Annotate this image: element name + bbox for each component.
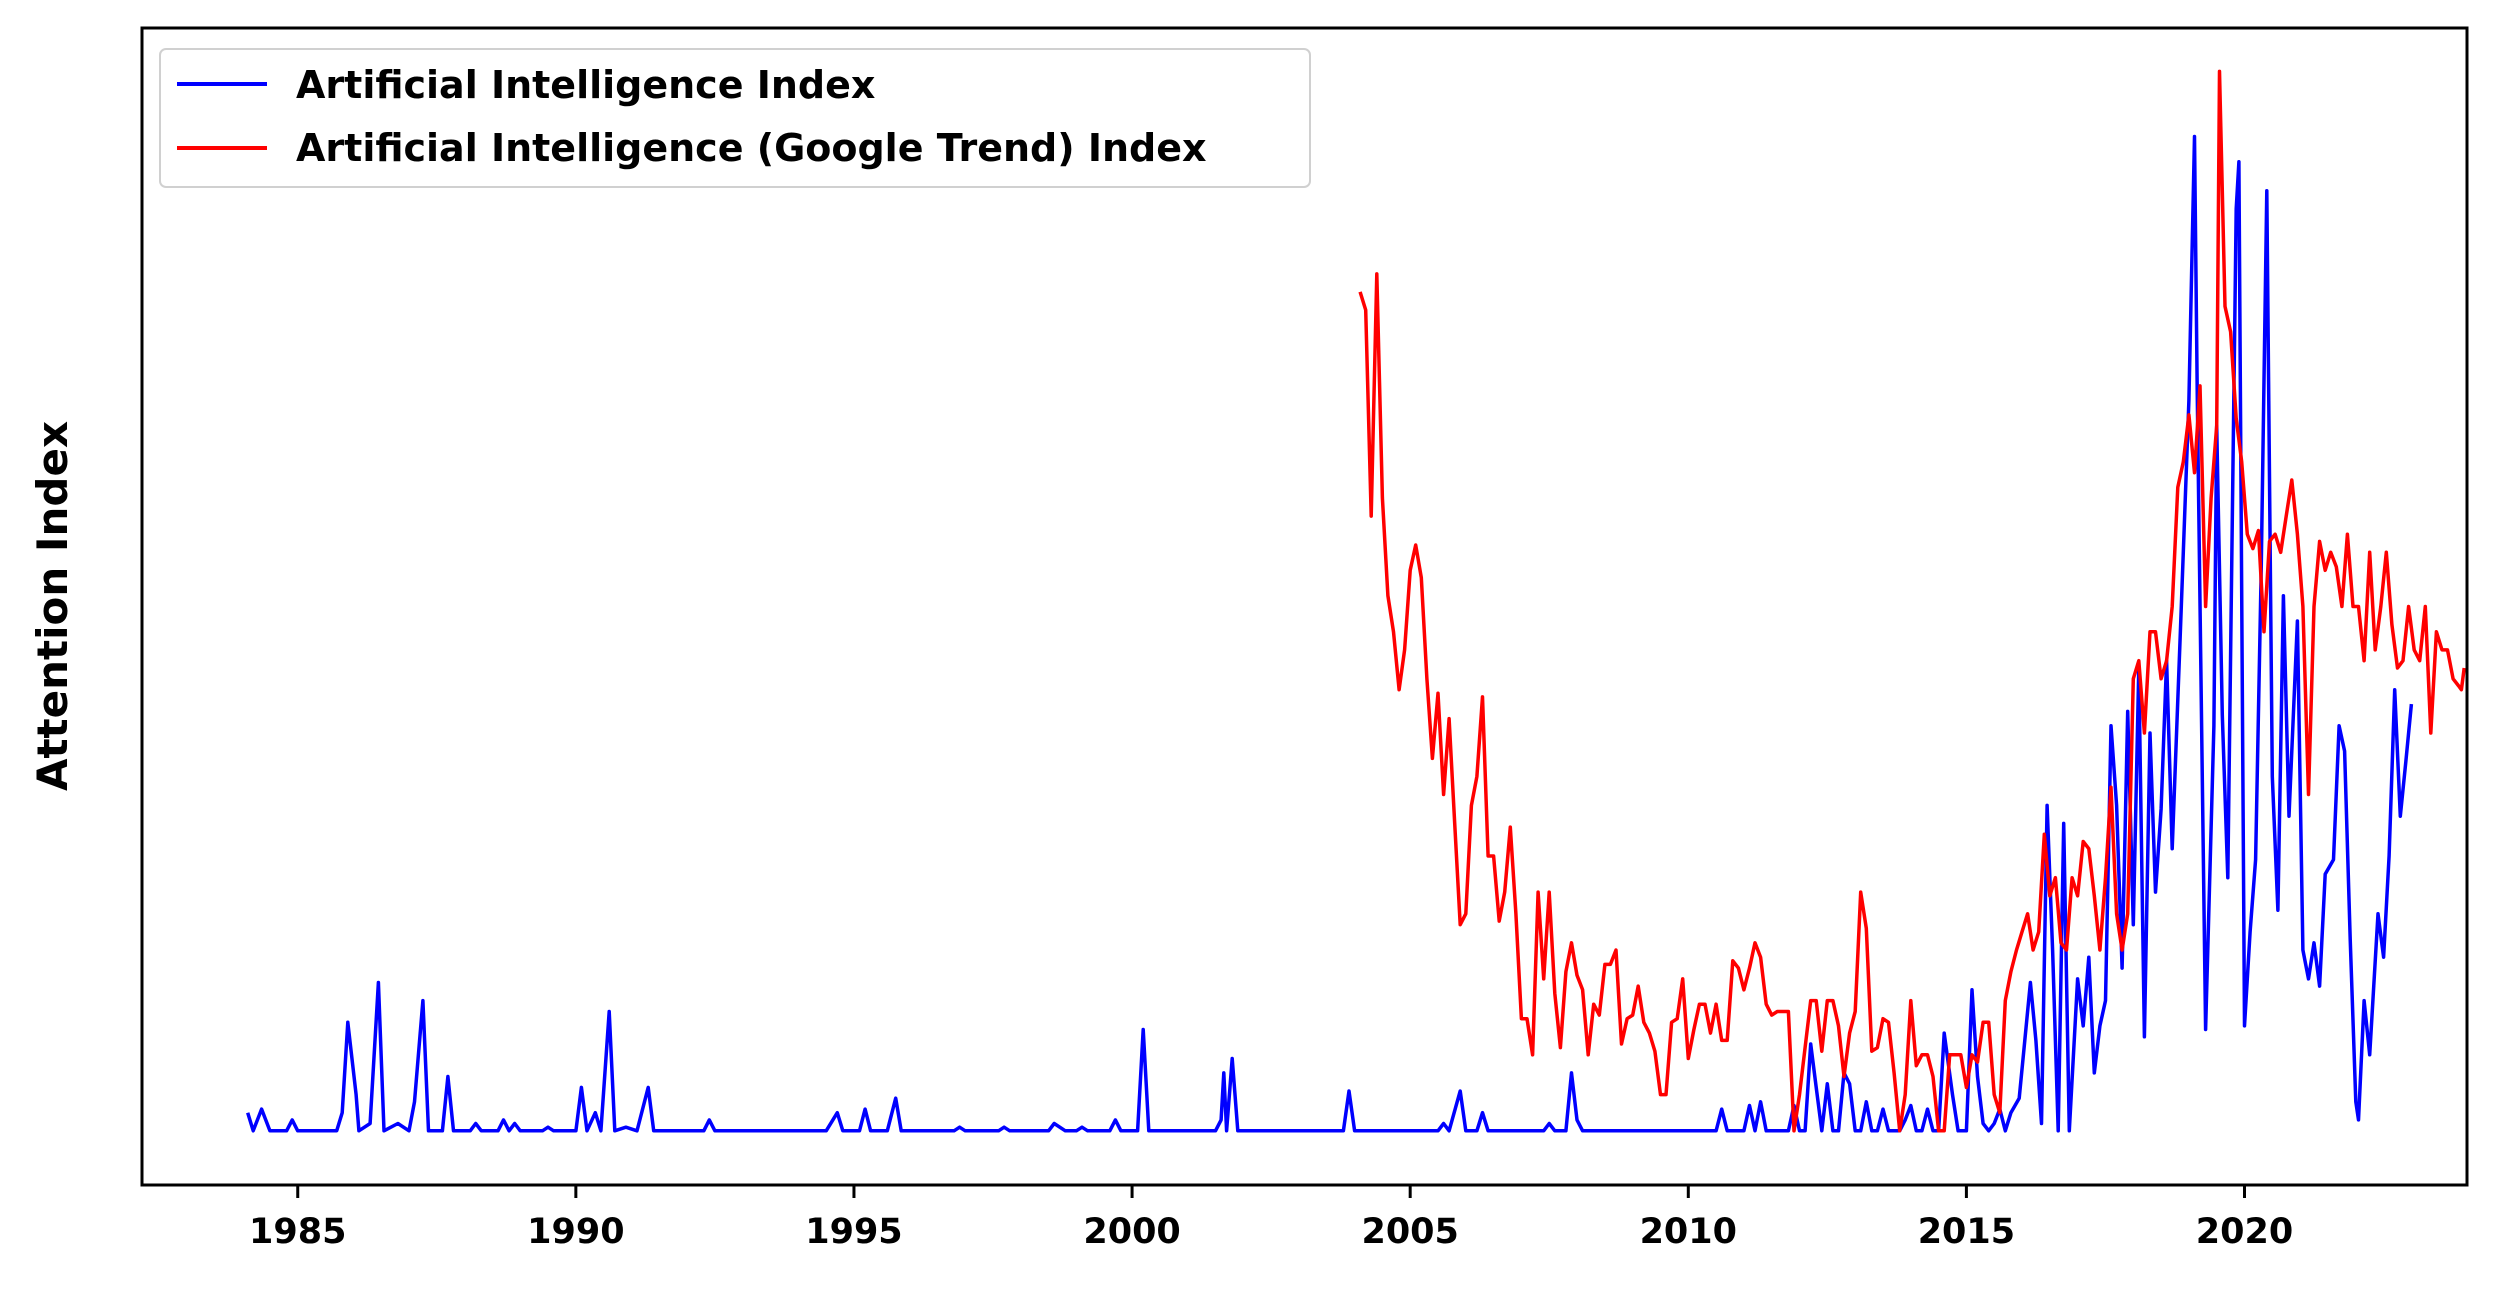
legend-label-google-trend-index: Artificial Intelligence (Google Trend) I…	[296, 126, 1207, 170]
y-axis-label: Attention Index	[28, 421, 77, 791]
series-line-google-trend-index	[1358, 69, 2466, 1133]
x-tick-label: 2005	[1361, 1212, 1458, 1252]
series-line-ai-index	[246, 134, 2414, 1133]
legend: Artificial Intelligence Index Artificial…	[159, 48, 1311, 188]
x-tick-label: 2020	[2196, 1212, 2293, 1252]
x-tick-label: 2000	[1083, 1212, 1180, 1252]
x-tick-label: 1990	[527, 1212, 624, 1252]
plot-frame	[140, 26, 2469, 1187]
x-tick-label: 1995	[805, 1212, 902, 1252]
series-layer	[246, 69, 2466, 1133]
legend-label-ai-index: Artificial Intelligence Index	[296, 63, 875, 107]
x-tick-label: 2010	[1640, 1212, 1737, 1252]
legend-frame	[159, 48, 1311, 188]
x-tick-label: 1985	[249, 1212, 346, 1252]
x-tick-label: 2015	[1918, 1212, 2015, 1252]
x-axis: 1985 1990 1995 2000 2005 2010 2015 2020	[249, 1185, 2293, 1252]
